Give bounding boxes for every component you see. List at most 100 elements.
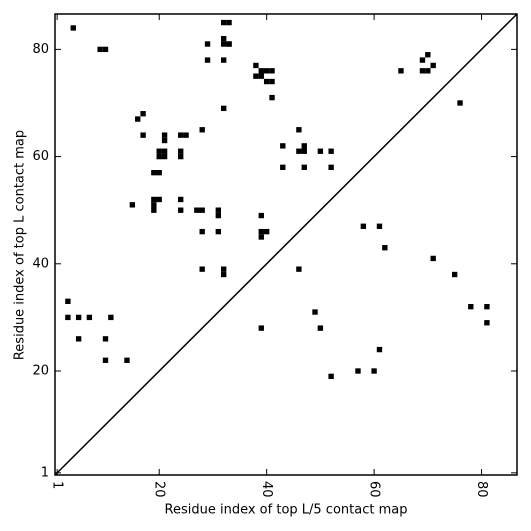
contact [430, 62, 436, 69]
contact [194, 207, 200, 213]
contact [484, 320, 490, 326]
contact [425, 52, 431, 58]
contact [151, 207, 157, 213]
contact [419, 57, 426, 63]
contact [226, 41, 232, 47]
contact [398, 68, 404, 74]
contact [468, 304, 474, 310]
contact [296, 148, 302, 154]
contact [226, 19, 232, 26]
contact [151, 202, 157, 208]
contact [258, 234, 264, 240]
contact [253, 62, 259, 69]
contact [328, 373, 334, 380]
contact [296, 127, 302, 133]
y-tick-label: 20 [32, 364, 49, 379]
contact [199, 266, 205, 272]
contact [220, 266, 227, 272]
contact [263, 68, 270, 74]
contact [129, 202, 136, 208]
x-tick-label: 20 [152, 481, 167, 498]
contact [215, 228, 221, 235]
contact [263, 78, 270, 85]
contact [140, 132, 146, 138]
contact [75, 314, 82, 321]
contact [269, 78, 275, 85]
contact [215, 212, 221, 219]
y-axis-label: Residue index of top L contact map [13, 130, 28, 360]
contact [161, 137, 168, 144]
contact [75, 336, 82, 342]
contact [280, 164, 286, 170]
x-tick-label: 60 [367, 481, 382, 498]
contact [360, 223, 367, 229]
contact [263, 228, 270, 235]
contact [183, 132, 189, 138]
contact [102, 46, 109, 53]
contact [178, 207, 184, 213]
contact [258, 325, 264, 331]
contact [215, 207, 221, 213]
contact [301, 143, 307, 149]
contact [451, 271, 458, 278]
contact [156, 148, 162, 154]
contact [220, 19, 227, 26]
contact [70, 25, 76, 31]
contact [382, 245, 388, 251]
contact [156, 169, 162, 176]
contact [204, 41, 211, 47]
diagonal [54, 13, 518, 476]
contact [86, 314, 93, 321]
y-tick-label: 1 [41, 465, 49, 480]
contact [269, 68, 275, 74]
contact [220, 105, 227, 112]
contact [97, 46, 103, 53]
contact [204, 57, 211, 63]
contact [102, 357, 109, 363]
contact [161, 132, 168, 138]
contact [328, 164, 334, 170]
contact [65, 298, 71, 305]
contact [178, 196, 184, 203]
contact [102, 336, 109, 342]
x-tick-label: 80 [474, 481, 489, 498]
contact [135, 116, 141, 122]
contact [220, 41, 227, 47]
contact [355, 368, 361, 374]
contact [151, 169, 157, 176]
contact [258, 68, 264, 74]
contact [258, 228, 264, 235]
contact [328, 148, 334, 154]
contact [317, 325, 324, 331]
y-tick-label: 80 [32, 42, 49, 57]
y-tick-label: 40 [32, 256, 49, 271]
contact [220, 35, 227, 42]
y-tick-label: 60 [32, 149, 49, 164]
contact [258, 73, 264, 79]
contact [199, 228, 205, 235]
contact [199, 207, 205, 213]
contact [161, 153, 168, 160]
contact [220, 57, 227, 63]
contact [140, 111, 146, 117]
contact [65, 314, 71, 321]
contact [425, 68, 431, 74]
x-tick-label: 40 [259, 481, 274, 498]
plot-frame [54, 13, 518, 476]
contact [457, 100, 463, 106]
contact [312, 309, 318, 315]
contact [156, 153, 162, 160]
contact [220, 271, 227, 278]
contact [317, 148, 324, 154]
contact [376, 223, 383, 229]
contact [371, 368, 377, 374]
contact [419, 68, 426, 74]
contact [178, 148, 184, 154]
contact [269, 94, 275, 101]
contact [151, 196, 157, 203]
contact [258, 212, 264, 219]
contact [301, 164, 307, 170]
contact [161, 148, 168, 154]
contact [156, 196, 162, 203]
